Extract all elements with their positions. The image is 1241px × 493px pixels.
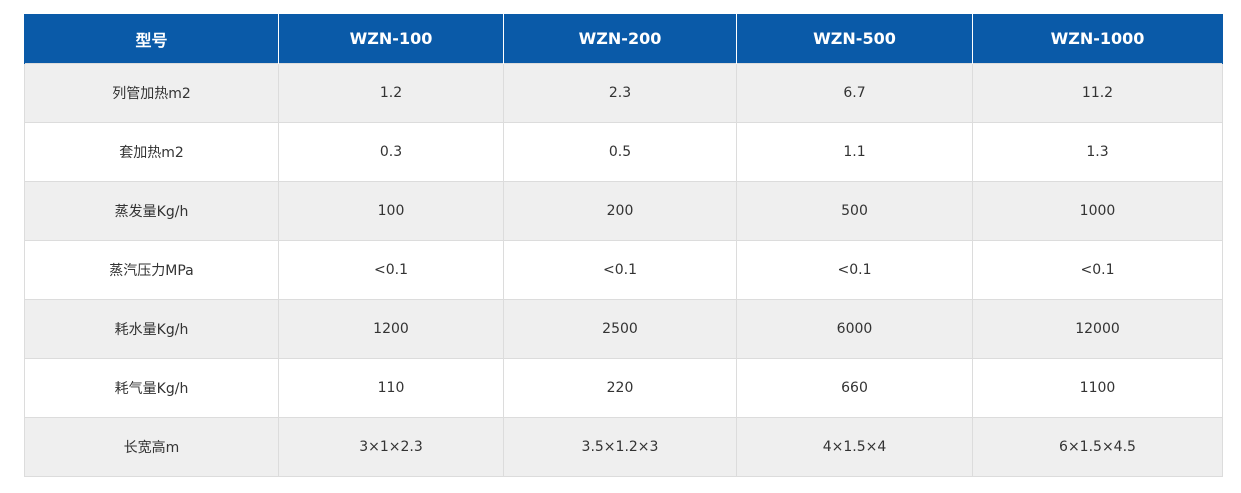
header-cell-wzn-100: WZN-100 <box>278 14 504 64</box>
table-cell: 1200 <box>278 299 504 359</box>
table-cell: 1000 <box>972 181 1223 241</box>
table-row: 耗气量Kg/h 110 220 660 1100 <box>24 358 1223 418</box>
header-row: 型号 WZN-100 WZN-200 WZN-500 WZN-1000 <box>24 14 1223 64</box>
table-cell: 1.2 <box>278 63 504 123</box>
header-cell-wzn-500: WZN-500 <box>736 14 973 64</box>
header-cell-wzn-200: WZN-200 <box>503 14 737 64</box>
table-cell: 12000 <box>972 299 1223 359</box>
table-cell: 1.1 <box>736 122 973 182</box>
table-cell: 11.2 <box>972 63 1223 123</box>
table-cell: <0.1 <box>503 240 737 300</box>
row-label: 耗气量Kg/h <box>24 358 279 418</box>
table-cell: 4×1.5×4 <box>736 417 973 477</box>
table-cell: 3.5×1.2×3 <box>503 417 737 477</box>
table-cell: 500 <box>736 181 973 241</box>
table-cell: 220 <box>503 358 737 418</box>
row-label: 耗水量Kg/h <box>24 299 279 359</box>
row-label: 蒸汽压力MPa <box>24 240 279 300</box>
table-row: 长宽高m 3×1×2.3 3.5×1.2×3 4×1.5×4 6×1.5×4.5 <box>24 417 1223 477</box>
table-cell: 6.7 <box>736 63 973 123</box>
table-row: 列管加热m2 1.2 2.3 6.7 11.2 <box>24 63 1223 123</box>
table-row: 蒸发量Kg/h 100 200 500 1000 <box>24 181 1223 241</box>
table-cell: 6×1.5×4.5 <box>972 417 1223 477</box>
table-row: 蒸汽压力MPa <0.1 <0.1 <0.1 <0.1 <box>24 240 1223 300</box>
table-cell: 1100 <box>972 358 1223 418</box>
table-cell: 100 <box>278 181 504 241</box>
row-label: 蒸发量Kg/h <box>24 181 279 241</box>
table-cell: <0.1 <box>972 240 1223 300</box>
header-cell-wzn-1000: WZN-1000 <box>972 14 1223 64</box>
table-row: 套加热m2 0.3 0.5 1.1 1.3 <box>24 122 1223 182</box>
row-label: 套加热m2 <box>24 122 279 182</box>
table-cell: 2500 <box>503 299 737 359</box>
table-cell: 660 <box>736 358 973 418</box>
table-cell: <0.1 <box>736 240 973 300</box>
table-header: 型号 WZN-100 WZN-200 WZN-500 WZN-1000 <box>24 14 1223 64</box>
table-body: 列管加热m2 1.2 2.3 6.7 11.2 套加热m2 0.3 0.5 1.… <box>24 63 1223 477</box>
table-cell: 6000 <box>736 299 973 359</box>
table-row: 耗水量Kg/h 1200 2500 6000 12000 <box>24 299 1223 359</box>
table-cell: 1.3 <box>972 122 1223 182</box>
table-cell: 0.3 <box>278 122 504 182</box>
table-cell: <0.1 <box>278 240 504 300</box>
table-cell: 110 <box>278 358 504 418</box>
table-cell: 2.3 <box>503 63 737 123</box>
header-cell-model: 型号 <box>24 14 279 64</box>
row-label: 长宽高m <box>24 417 279 477</box>
spec-table: 型号 WZN-100 WZN-200 WZN-500 WZN-1000 列管加热… <box>24 14 1223 477</box>
table-cell: 200 <box>503 181 737 241</box>
table-cell: 0.5 <box>503 122 737 182</box>
row-label: 列管加热m2 <box>24 63 279 123</box>
table-cell: 3×1×2.3 <box>278 417 504 477</box>
